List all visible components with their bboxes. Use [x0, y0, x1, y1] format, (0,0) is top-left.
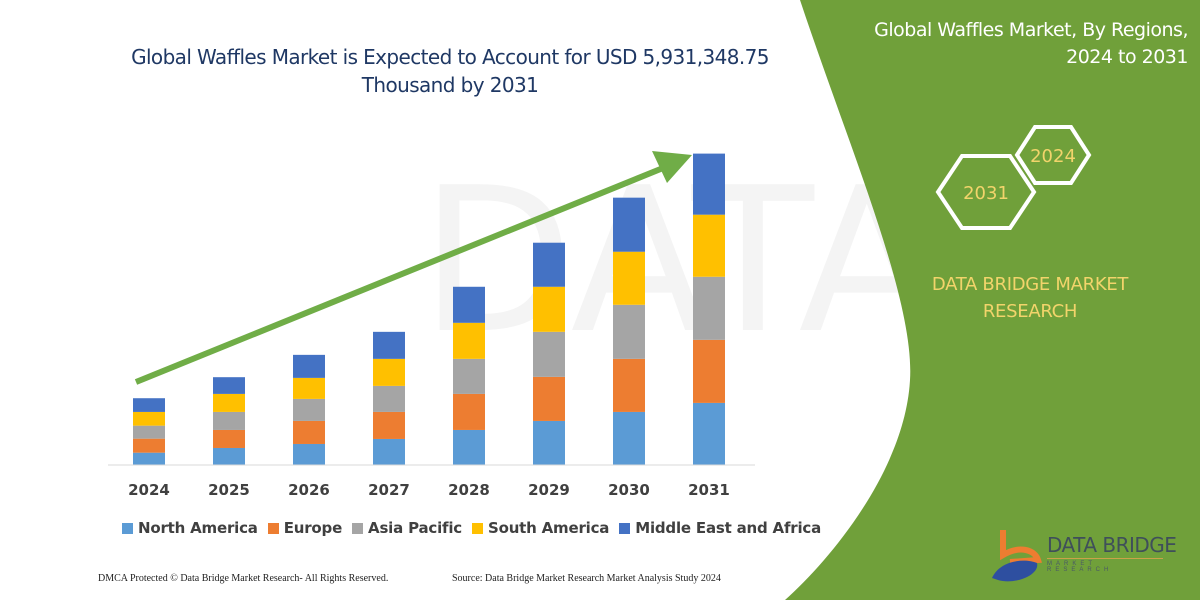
chart-title-line2: Thousand by 2031	[361, 73, 539, 97]
logo-subtext: MARKET RESEARCH	[1047, 558, 1163, 573]
bar-2027-asia-pacific	[373, 385, 405, 412]
side-title-line1: Global Waffles Market, By Regions,	[874, 19, 1188, 41]
trend-arrow-head	[652, 151, 692, 183]
logo-icon	[992, 530, 1042, 582]
plot-area	[133, 153, 725, 465]
legend-swatch	[122, 522, 133, 534]
x-tick-label: 2031	[688, 481, 730, 499]
x-tick-labels: 2024 2025 2026 2027 2028 2029 2030 2031	[128, 481, 730, 499]
legend-item: Middle East and Africa	[619, 519, 821, 537]
bar-2031-europe	[693, 339, 725, 403]
x-tick-label: 2029	[528, 481, 570, 499]
bar-2029-middle-east-and-africa	[533, 242, 565, 287]
legend-item: Europe	[267, 519, 343, 537]
bar-2029-asia-pacific	[533, 331, 565, 377]
side-title-line2: 2024 to 2031	[1066, 46, 1188, 68]
bar-2028-middle-east-and-africa	[453, 286, 485, 323]
bar-2024-asia-pacific	[133, 425, 165, 439]
bar-2031-north-america	[693, 402, 725, 465]
legend-item: Asia Pacific	[352, 519, 462, 537]
bar-2027-north-america	[373, 438, 405, 465]
legend-label: Asia Pacific	[368, 519, 462, 537]
bar-2029-north-america	[533, 420, 565, 465]
legend-swatch	[267, 522, 279, 534]
bar-2030-north-america	[613, 411, 645, 465]
footer-copyright: DMCA Protected © Data Bridge Market Rese…	[98, 573, 389, 584]
bar-2026-north-america	[293, 443, 325, 465]
bar-2030-south-america	[613, 251, 645, 305]
legend-label: Middle East and Africa	[635, 519, 822, 537]
bar-2030-europe	[613, 358, 645, 412]
chart-title-line1: Global Waffles Market is Expected to Acc…	[131, 45, 769, 69]
bar-2026-middle-east-and-africa	[293, 354, 325, 378]
hex-end-label: 2031	[963, 183, 1009, 204]
bar-2026-europe	[293, 420, 325, 444]
bar-2031-middle-east-and-africa	[693, 153, 725, 215]
bar-2025-north-america	[213, 447, 245, 465]
x-tick-label: 2028	[448, 481, 490, 499]
bar-2026-south-america	[293, 377, 325, 399]
legend-swatch	[471, 522, 483, 534]
x-tick-label: 2030	[608, 481, 650, 499]
bar-2030-middle-east-and-africa	[613, 197, 645, 252]
bar-2029-south-america	[533, 286, 565, 332]
bar-2025-middle-east-and-africa	[213, 377, 245, 394]
bar-2024-middle-east-and-africa	[133, 398, 165, 412]
bar-2028-south-america	[453, 322, 485, 359]
bar-2027-europe	[373, 411, 405, 439]
legend-label: North America	[138, 519, 258, 537]
footer-source: Source: Data Bridge Market Research Mark…	[452, 573, 721, 584]
bar-2028-asia-pacific	[453, 358, 485, 394]
bar-2031-south-america	[693, 214, 725, 277]
hexagon-2031	[935, 154, 1037, 230]
brand-line2: RESEARCH	[982, 301, 1078, 322]
bar-2024-europe	[133, 438, 165, 453]
legend-label: South America	[487, 519, 610, 537]
bar-2026-asia-pacific	[293, 398, 325, 421]
watermark: DATA	[420, 145, 935, 378]
hexagon-2024	[1014, 125, 1092, 185]
bar-2025-south-america	[213, 393, 245, 412]
bar-2025-asia-pacific	[213, 411, 245, 430]
bar-2030-asia-pacific	[613, 304, 645, 359]
legend-label: Europe	[283, 519, 343, 537]
legend-item: South America	[471, 519, 610, 537]
hex-start-label: 2024	[1030, 146, 1076, 167]
legend-swatch	[619, 522, 631, 534]
green-panel	[785, 0, 1200, 600]
bar-2024-south-america	[133, 411, 165, 426]
legend-item: North America	[122, 519, 258, 537]
bar-2028-europe	[453, 393, 485, 430]
logo-text: DATA BRIDGE	[1047, 533, 1177, 557]
x-tick-label: 2027	[368, 481, 410, 499]
x-tick-label: 2025	[208, 481, 250, 499]
bar-2029-europe	[533, 376, 565, 421]
legend-swatch	[352, 522, 364, 534]
x-tick-label: 2024	[128, 481, 170, 499]
bar-2027-south-america	[373, 358, 405, 386]
bar-2025-europe	[213, 429, 245, 448]
bar-2027-middle-east-and-africa	[373, 331, 405, 359]
brand-line1: DATA BRIDGE MARKET	[931, 274, 1129, 295]
bar-2028-north-america	[453, 429, 485, 465]
legend: North America Europe Asia Pacific South Ame…	[122, 519, 821, 537]
trend-arrow	[134, 163, 670, 385]
bar-2031-asia-pacific	[693, 276, 725, 340]
bar-2024-north-america	[133, 452, 165, 465]
x-tick-label: 2026	[288, 481, 330, 499]
